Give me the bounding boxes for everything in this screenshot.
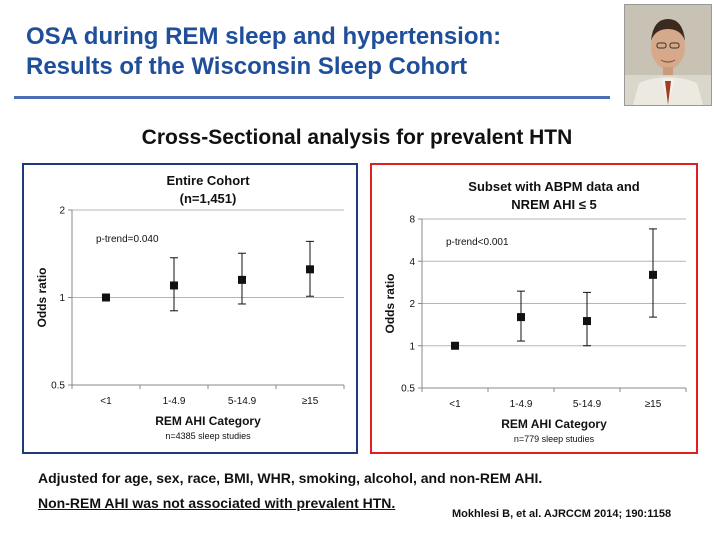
x-tick-label: ≥15 — [302, 396, 319, 407]
chart-title-line: Subset with ABPM data and — [468, 179, 639, 194]
x-tick-label: ≥15 — [645, 399, 662, 410]
data-point — [517, 313, 525, 322]
y-axis-label: Odds ratio — [383, 273, 397, 333]
slide-title-line1: OSA during REM sleep and hypertension: — [26, 23, 502, 50]
data-point — [102, 293, 110, 302]
adjustment-note: Adjusted for age, sex, race, BMI, WHR, s… — [38, 470, 543, 486]
author-photo — [624, 4, 712, 106]
y-axis-label: Odds ratio — [35, 267, 49, 327]
x-tick-label: <1 — [100, 396, 112, 407]
nrem-note: Non-REM AHI was not associated with prev… — [38, 495, 396, 511]
x-tick-label: 1-4.9 — [163, 396, 186, 407]
x-axis-label: REM AHI Category — [501, 417, 607, 431]
x-tick-label: 1-4.9 — [510, 399, 533, 410]
y-tick-label: 0.5 — [51, 381, 65, 392]
chart-footnote: n=779 sleep studies — [514, 434, 595, 444]
y-tick-label: 4 — [409, 257, 415, 268]
chart-title-line: (n=1,451) — [180, 191, 237, 206]
y-tick-label: 8 — [409, 215, 415, 226]
chart-entire-cohort-svg: Entire Cohort (n=1,451) 0.5 1 2 <1 1-4.9 5-14.9… — [35, 173, 345, 441]
chart-abpm-subset-svg: Subset with ABPM data and NREM AHI ≤ 5 0.5… — [383, 179, 687, 444]
slide-title-line2: Results of the Wisconsin Sleep Cohort — [26, 53, 468, 80]
data-point — [583, 317, 591, 326]
x-axis-label: REM AHI Category — [155, 414, 261, 428]
chart-entire-cohort: Entire Cohort (n=1,451) 0.5 1 2 <1 1-4.9 5-14.9… — [22, 163, 358, 454]
y-tick-label: 2 — [409, 299, 415, 310]
data-point — [306, 265, 314, 274]
chart-footnote: n=4385 sleep studies — [165, 431, 251, 441]
y-tick-label: 1 — [59, 293, 65, 304]
p-trend-annotation: p-trend<0.001 — [446, 237, 509, 248]
chart-title-line: Entire Cohort — [166, 173, 250, 188]
y-tick-label: 0.5 — [401, 384, 415, 395]
section-subtitle: Cross-Sectional analysis for prevalent H… — [141, 126, 573, 149]
chart-abpm-subset: Subset with ABPM data and NREM AHI ≤ 5 0.5… — [370, 163, 698, 454]
y-tick-label: 2 — [59, 206, 65, 217]
data-point — [170, 281, 178, 290]
data-point — [649, 270, 657, 279]
chart-title-line: NREM AHI ≤ 5 — [511, 197, 596, 212]
slide-title: OSA during REM sleep and hypertension: R… — [26, 22, 606, 82]
citation: Mokhlesi B, et al. AJRCCM 2014; 190:1158 — [452, 508, 672, 520]
title-divider — [14, 96, 610, 99]
x-tick-label: 5-14.9 — [228, 396, 257, 407]
x-tick-label: <1 — [449, 399, 461, 410]
data-point — [451, 341, 459, 350]
y-tick-label: 1 — [409, 341, 415, 352]
data-point — [238, 275, 246, 284]
x-tick-label: 5-14.9 — [573, 399, 602, 410]
p-trend-annotation: p-trend=0.040 — [96, 234, 159, 245]
